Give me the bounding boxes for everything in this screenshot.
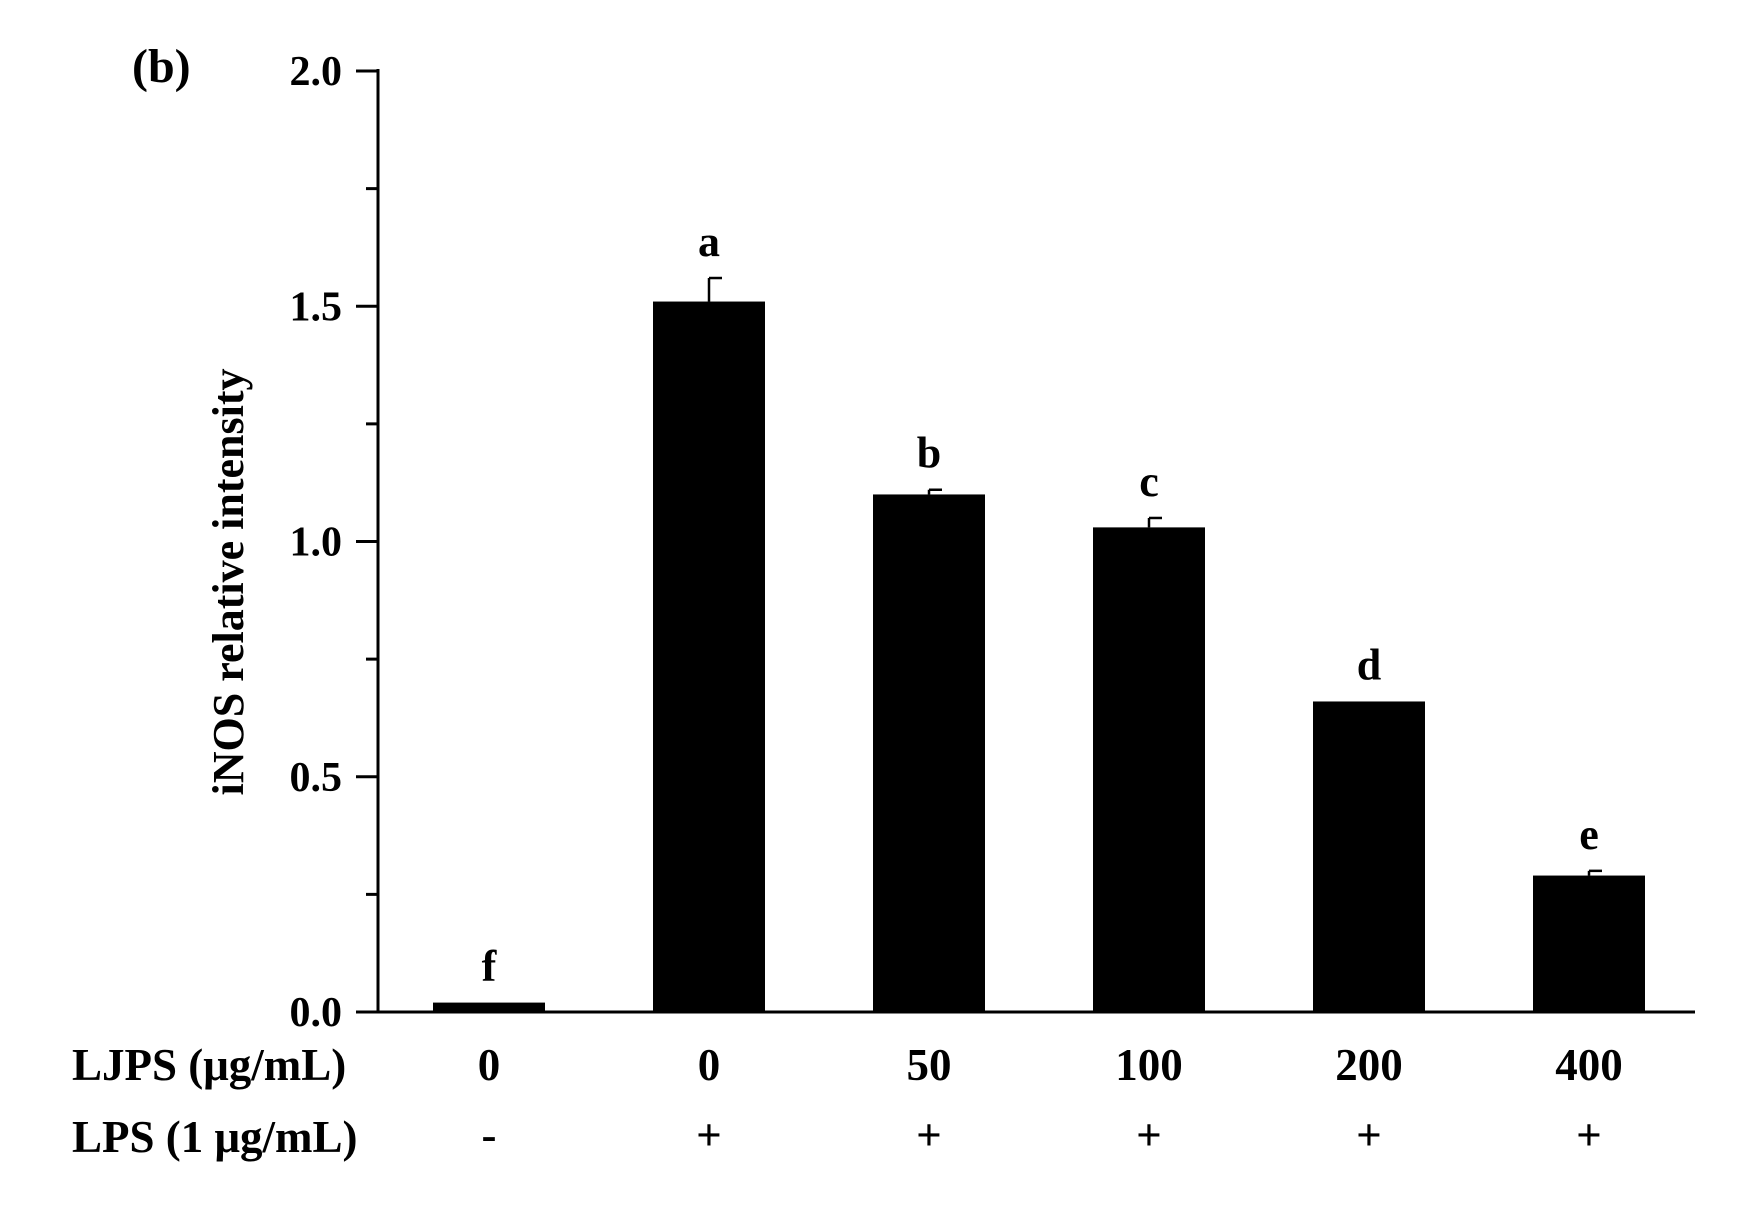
y-tick-label: 0.0 <box>290 990 343 1036</box>
significance-letter: d <box>1357 640 1381 689</box>
y-tick-label: 2.0 <box>290 49 343 95</box>
y-tick-label: 1.0 <box>290 520 343 566</box>
significance-letter: a <box>698 217 720 266</box>
lps-sign-label: + <box>1136 1110 1162 1160</box>
lps-sign-label: + <box>916 1110 942 1160</box>
significance-letters-group: f a b c d e <box>482 217 1599 991</box>
bar <box>1093 527 1205 1012</box>
y-tick-label: 0.5 <box>290 755 343 801</box>
bar <box>433 1002 545 1012</box>
ljps-dose-label: 400 <box>1555 1040 1623 1090</box>
lps-sign-label: + <box>696 1110 722 1160</box>
bar <box>653 301 765 1012</box>
lps-sign-label: + <box>1356 1110 1382 1160</box>
panel-label: (b) <box>132 40 191 93</box>
y-axis-label: iNOS relative intensity <box>204 369 253 796</box>
bars-group <box>433 301 1645 1012</box>
ljps-row-label: LJPS (μg/mL) <box>72 1040 346 1090</box>
ljps-dose-label: 100 <box>1115 1040 1183 1090</box>
significance-letter: c <box>1139 457 1159 506</box>
lps-row-label: LPS (1 μg/mL) <box>72 1112 358 1162</box>
significance-letter: b <box>917 429 941 478</box>
significance-letter: f <box>482 942 498 991</box>
x-labels-group: 0 - 0 +50 +100 +200 +400 + <box>478 1040 1623 1160</box>
bar <box>1533 875 1645 1012</box>
bar <box>873 494 985 1012</box>
y-ticks-group: 0.0 0.5 1.0 1.5 2.0 <box>290 49 378 1036</box>
bar <box>1313 701 1425 1012</box>
error-bars-group <box>707 276 1602 876</box>
ljps-dose-label: 0 <box>698 1040 721 1090</box>
lps-sign-label: - <box>482 1110 497 1160</box>
significance-letter: e <box>1579 810 1599 859</box>
ljps-dose-label: 200 <box>1335 1040 1403 1090</box>
ljps-dose-label: 0 <box>478 1040 501 1090</box>
y-tick-label: 1.5 <box>290 284 343 330</box>
lps-sign-label: + <box>1576 1110 1602 1160</box>
ljps-dose-label: 50 <box>907 1040 952 1090</box>
